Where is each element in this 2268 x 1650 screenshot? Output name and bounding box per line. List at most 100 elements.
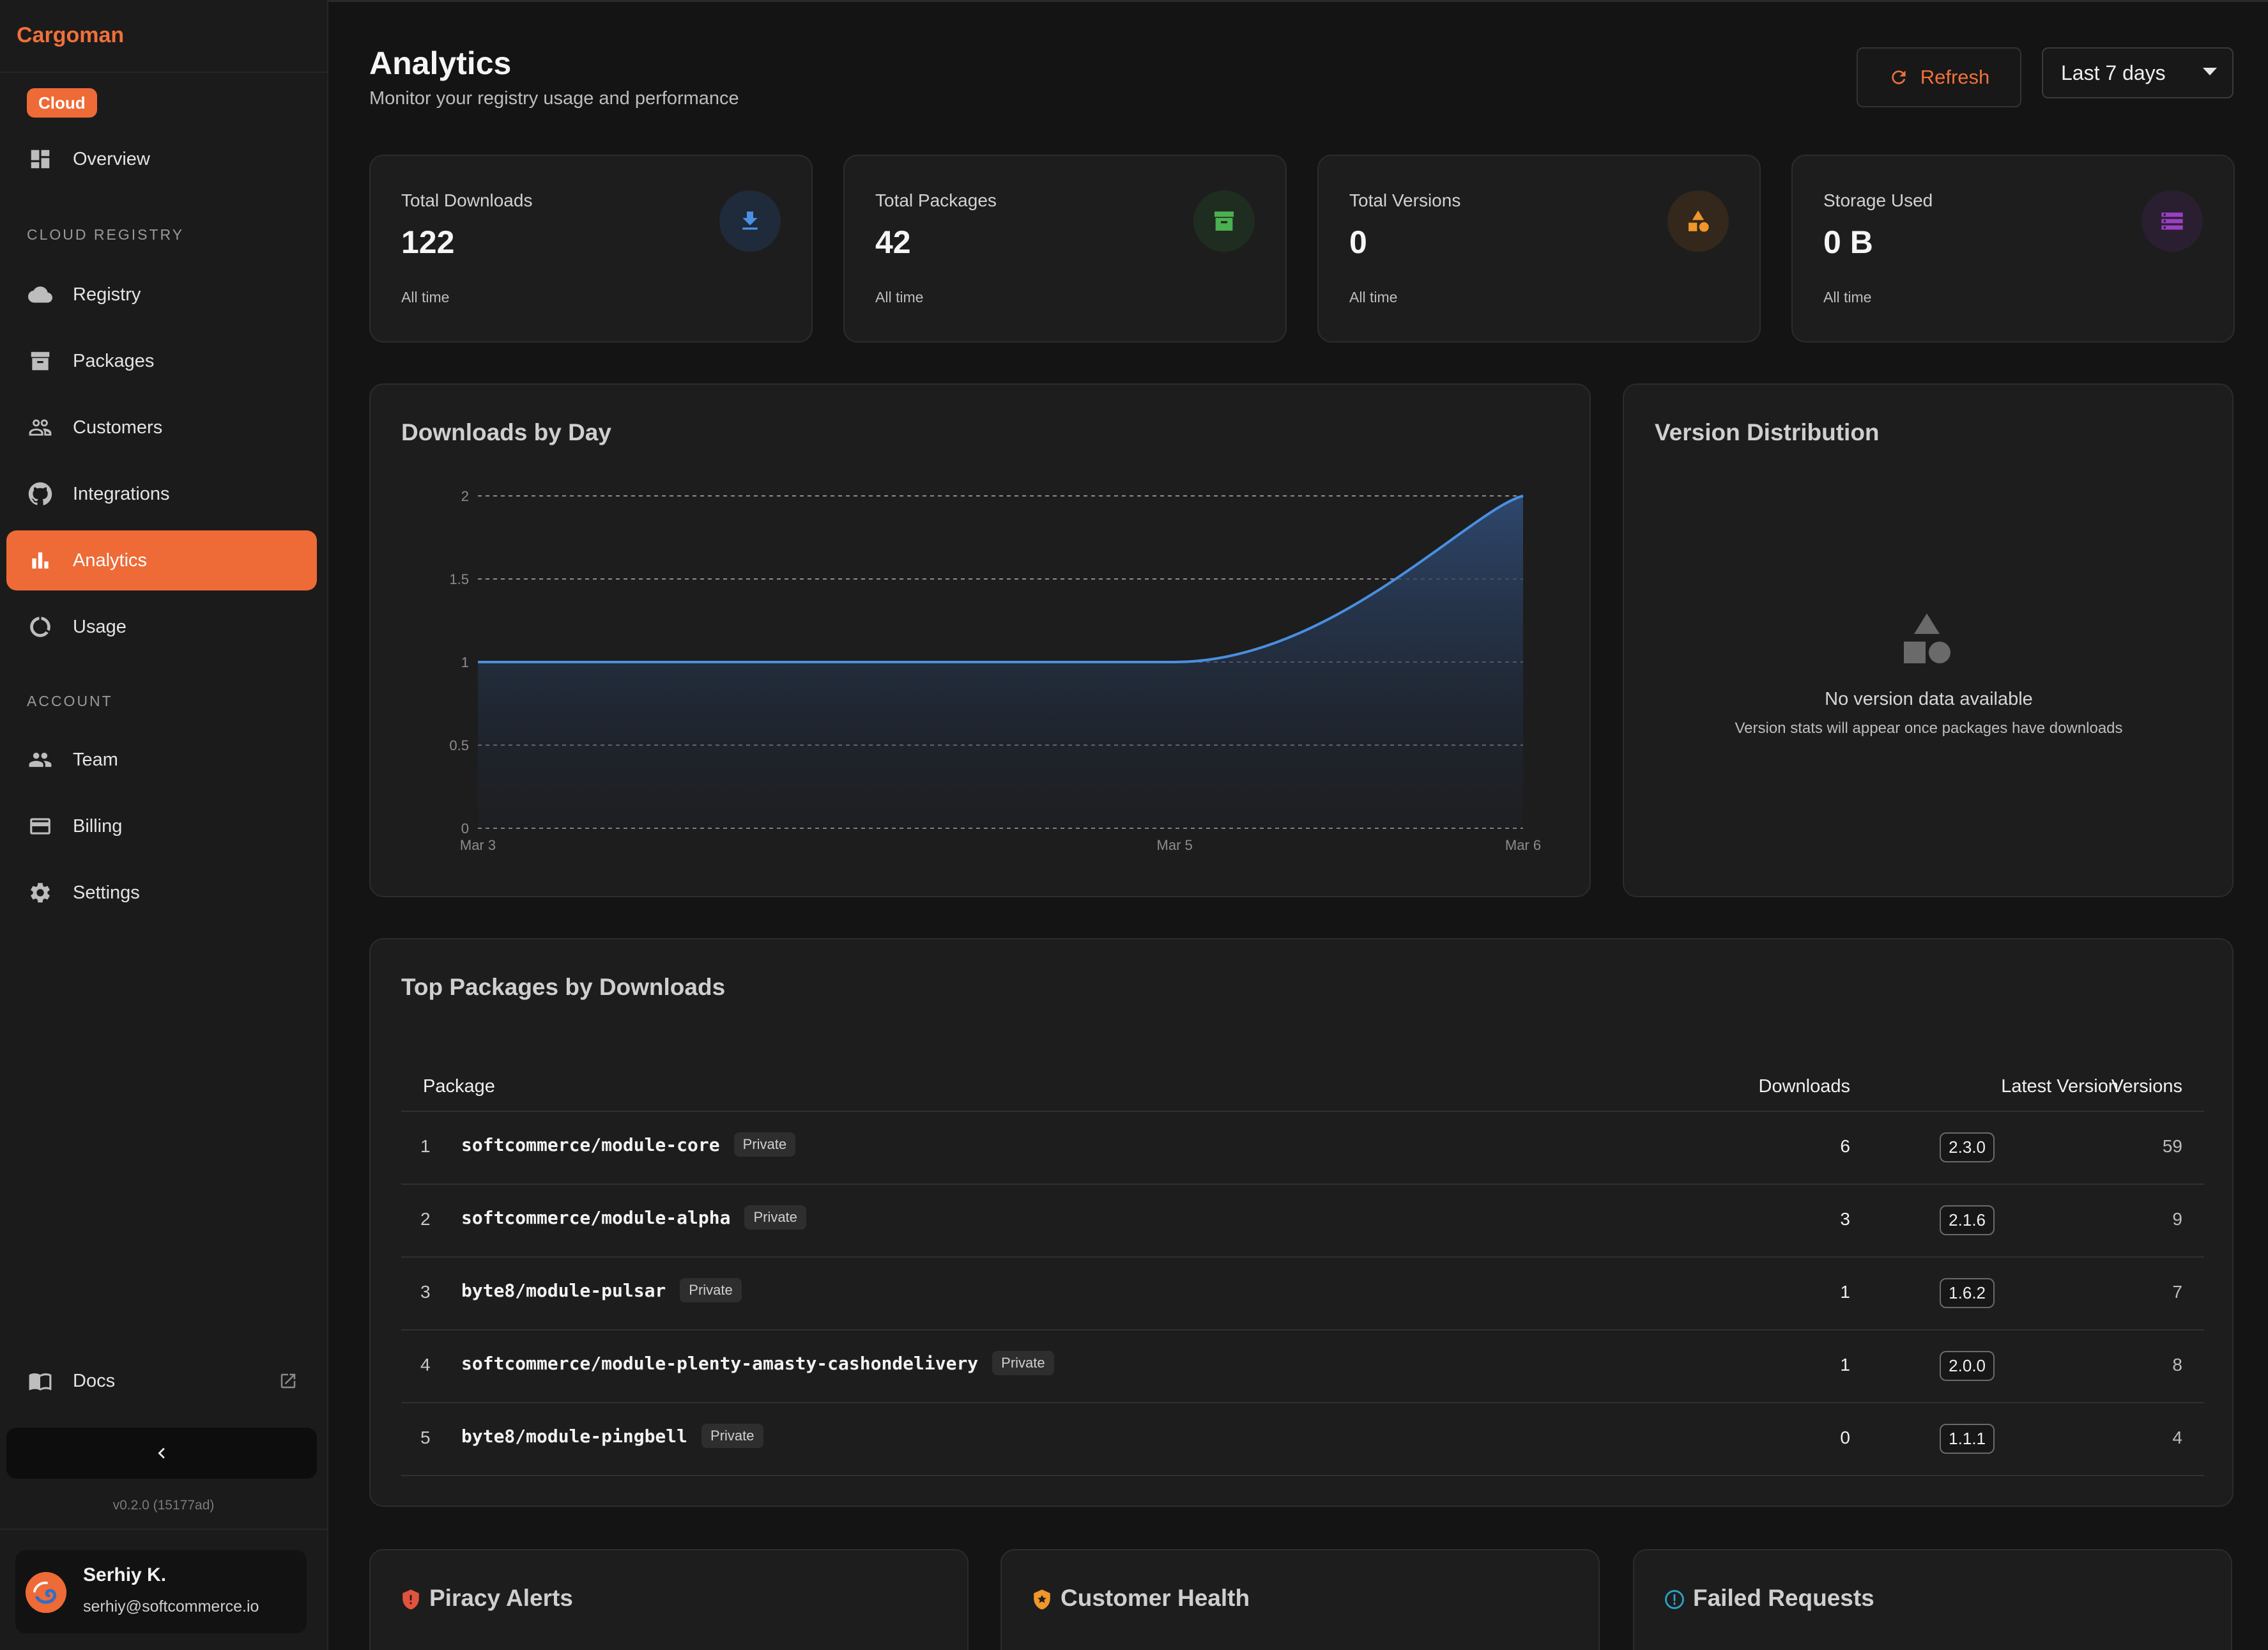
customer-health-card: Customer Health (1000, 1549, 1600, 1650)
sidebar-item-label: Docs (73, 1370, 116, 1391)
downloads-line-chart: 0 0.5 1 1.5 2 Mar 3 Mar 5 Mar 6 (449, 488, 1541, 853)
user-name: Serhiy K. (83, 1564, 167, 1585)
row-package: byte8/module-pulsar Private (461, 1278, 742, 1302)
column-header-versions[interactable]: Versions (2111, 1076, 2182, 1097)
row-divider (401, 1475, 2204, 1476)
stat-value: 0 B (1823, 224, 1873, 260)
y-tick-label: 2 (461, 488, 469, 504)
row-versions: 4 (2172, 1428, 2182, 1447)
empty-state-title: No version data available (1825, 689, 2033, 709)
collapse-sidebar-button[interactable] (6, 1428, 317, 1479)
sidebar-item-registry[interactable]: Registry (6, 265, 317, 325)
credit-card-icon (27, 813, 54, 840)
sidebar-item-billing[interactable]: Billing (6, 796, 317, 856)
plan-badge: Cloud (27, 88, 97, 118)
package-name[interactable]: byte8/module-pingbell (461, 1425, 688, 1447)
date-range-value: Last 7 days (2061, 61, 2166, 84)
row-divider (401, 1329, 2204, 1330)
x-tick-label: Mar 3 (460, 837, 496, 853)
stat-sub: All time (1349, 289, 1398, 305)
sidebar-item-label: Customers (73, 417, 163, 438)
row-versions: 9 (2172, 1209, 2182, 1229)
row-package: softcommerce/module-plenty-amasty-cashon… (461, 1351, 1054, 1375)
row-package: softcommerce/module-core Private (461, 1132, 796, 1157)
row-downloads: 1 (1840, 1282, 1850, 1302)
sidebar-item-overview[interactable]: Overview (6, 129, 317, 189)
page-subtitle: Monitor your registry usage and performa… (369, 88, 739, 109)
gear-icon (27, 879, 54, 906)
package-name[interactable]: softcommerce/module-alpha (461, 1207, 731, 1228)
column-header-downloads[interactable]: Downloads (1758, 1076, 1850, 1097)
series-line (478, 495, 1524, 663)
stat-value: 42 (875, 224, 911, 260)
stat-sub: All time (1823, 289, 1872, 305)
row-divider (401, 1184, 2204, 1185)
sidebar-item-label: Registry (73, 284, 141, 305)
version-badge: 1.6.2 (1940, 1278, 1995, 1308)
storage-icon (2142, 190, 2203, 252)
version-badge: 2.1.6 (1940, 1205, 1995, 1235)
sidebar-item-docs[interactable]: Docs (6, 1351, 317, 1411)
shapes-icon (1667, 190, 1729, 252)
cloud-icon (27, 281, 54, 308)
private-badge: Private (744, 1205, 806, 1230)
stat-value: 0 (1349, 224, 1367, 260)
stat-label: Total Downloads (401, 190, 533, 210)
team-icon (27, 746, 54, 773)
stat-sub: All time (401, 289, 450, 305)
top-packages-title: Top Packages by Downloads (401, 974, 726, 1000)
sidebar-item-integrations[interactable]: Integrations (6, 464, 317, 524)
stat-label: Total Packages (875, 190, 997, 210)
sidebar-item-usage[interactable]: Usage (6, 597, 317, 657)
sidebar: Cargoman Cloud Overview CLOUD REGISTRY R… (0, 0, 328, 1650)
sidebar-item-label: Usage (73, 616, 126, 637)
package-name[interactable]: softcommerce/module-core (461, 1134, 720, 1155)
users-icon (27, 414, 54, 441)
top-packages-card: Top Packages by Downloads Package Downlo… (369, 938, 2234, 1507)
row-versions: 7 (2172, 1282, 2182, 1302)
sidebar-item-customers[interactable]: Customers (6, 397, 317, 458)
version-distribution-title: Version Distribution (1655, 419, 1880, 445)
refresh-button[interactable]: Refresh (1857, 47, 2021, 107)
top-border (0, 0, 2268, 2)
row-divider (401, 1402, 2204, 1403)
row-downloads: 1 (1840, 1355, 1850, 1375)
sidebar-item-team[interactable]: Team (6, 730, 317, 790)
bar-chart-icon (27, 547, 54, 574)
package-name[interactable]: softcommerce/module-plenty-amasty-cashon… (461, 1352, 979, 1374)
stat-sub: All time (875, 289, 924, 305)
x-tick-label: Mar 6 (1505, 837, 1541, 853)
section-label-account: ACCOUNT (27, 693, 113, 709)
column-header-package[interactable]: Package (423, 1076, 495, 1097)
app-version: v0.2.0 (15177ad) (112, 1498, 215, 1513)
divider (0, 1529, 327, 1530)
stat-card-downloads: Total Downloads 122 All time (369, 155, 813, 343)
column-header-latest-version[interactable]: Latest Version (2001, 1076, 2119, 1097)
donut-icon (27, 613, 54, 640)
sidebar-item-analytics[interactable]: Analytics (6, 530, 317, 590)
date-range-select[interactable]: Last 7 days (2042, 47, 2234, 98)
github-icon (27, 481, 54, 507)
card-title: Failed Requests (1693, 1585, 1874, 1611)
user-menu[interactable]: Serhiy K. serhiy@softcommerce.io (15, 1550, 307, 1633)
package-name[interactable]: byte8/module-pulsar (461, 1279, 666, 1301)
stat-value: 122 (401, 224, 455, 260)
x-tick-label: Mar 5 (1157, 837, 1193, 853)
y-tick-label: 0 (461, 821, 469, 837)
download-icon (719, 190, 781, 252)
sidebar-item-packages[interactable]: Packages (6, 331, 317, 391)
row-downloads: 6 (1840, 1136, 1850, 1156)
row-divider (401, 1256, 2204, 1258)
sidebar-item-label: Analytics (73, 550, 148, 571)
sidebar-item-label: Settings (73, 882, 140, 903)
sidebar-item-label: Billing (73, 815, 123, 837)
sidebar-item-label: Integrations (73, 483, 170, 504)
sidebar-item-settings[interactable]: Settings (6, 863, 317, 923)
row-rank: 5 (420, 1428, 431, 1447)
empty-state-subtitle: Version stats will appear once packages … (1735, 720, 2123, 737)
piracy-alerts-card: Piracy Alerts (369, 1549, 969, 1650)
archive-icon (1193, 190, 1255, 252)
row-package: byte8/module-pingbell Private (461, 1424, 763, 1448)
refresh-label: Refresh (1920, 66, 1990, 88)
brand-logo[interactable]: Cargoman (17, 23, 125, 47)
